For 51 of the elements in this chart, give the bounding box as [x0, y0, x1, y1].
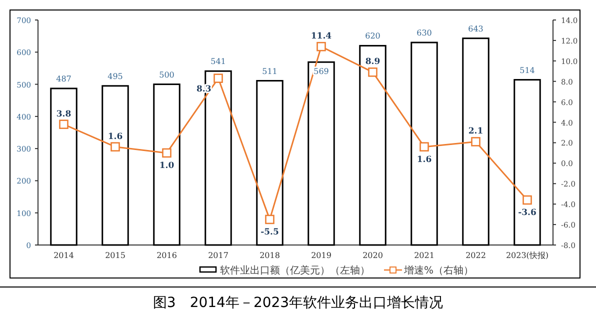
bar	[462, 38, 490, 246]
point	[214, 74, 223, 83]
data-label: 495	[108, 72, 123, 81]
data-label: 511	[262, 66, 278, 76]
bar	[256, 80, 284, 246]
x-tick-label: 2023(快报)	[506, 251, 549, 260]
point	[420, 142, 429, 152]
data-label: -3.6	[518, 208, 536, 218]
x-tick-label: 2014	[54, 251, 74, 260]
x-tick-label: 2017	[208, 251, 228, 260]
x-tick-label: 2020	[362, 251, 383, 260]
x-tick-label: 2021	[414, 251, 434, 260]
data-label: 643	[468, 24, 484, 34]
legend-label: 软件业出口额（亿美元）（左轴）	[220, 264, 370, 276]
data-label: 487	[56, 74, 72, 84]
point	[265, 214, 274, 224]
x-tick-label: 2016	[156, 251, 177, 260]
point	[368, 68, 378, 77]
bar	[514, 79, 541, 246]
bar	[102, 85, 129, 246]
point	[316, 42, 326, 52]
bar	[153, 84, 180, 246]
data-label: 1.6	[108, 132, 123, 142]
data-label: 1.6	[416, 154, 432, 165]
data-label: -5.5	[260, 227, 279, 238]
point	[110, 142, 120, 152]
legend-label: 增速%（右轴）	[403, 264, 474, 276]
x-tick-label: 2022	[466, 251, 486, 260]
text: 图3 2014年－2023年软件业务出口增长情况	[152, 295, 444, 311]
x-tick-label: 2018	[260, 251, 280, 260]
bar	[410, 42, 438, 246]
data-label: 630	[416, 28, 432, 38]
x-tick-label: 2015	[105, 251, 126, 260]
point	[471, 137, 480, 146]
data-label: 3.8	[56, 109, 72, 120]
data-label: 500	[159, 70, 174, 80]
data-label: 541	[210, 57, 226, 66]
data-label: 8.9	[365, 57, 380, 68]
point	[59, 120, 68, 129]
data-label: 11.4	[310, 32, 332, 42]
data-label: 1.0	[159, 160, 174, 171]
bar	[308, 61, 335, 246]
point	[522, 195, 532, 205]
data-label: 569	[314, 67, 329, 76]
data-label: 620	[365, 32, 380, 41]
x-tick-label: 2019	[311, 251, 332, 260]
bar	[359, 44, 386, 246]
point	[162, 148, 172, 158]
data-label: 514	[520, 66, 535, 75]
bar	[50, 88, 78, 246]
data-label: 2.1	[468, 126, 484, 137]
